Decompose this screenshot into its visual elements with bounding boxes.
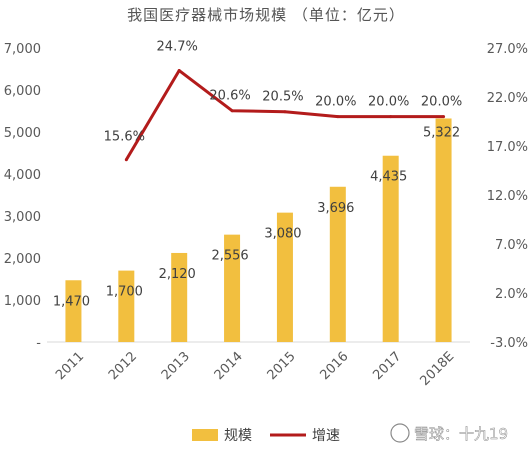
legend: 规模 增速 bbox=[192, 428, 340, 444]
line-point bbox=[389, 115, 393, 119]
right-axis-tick-label: 7.0% bbox=[495, 238, 528, 253]
watermark: 雪球：十九19 bbox=[390, 423, 508, 443]
line-point bbox=[283, 110, 287, 114]
left-axis-tick-label: 7,000 bbox=[4, 42, 41, 57]
x-axis-tick-label: 2012 bbox=[106, 349, 140, 383]
left-axis-tick-label: 6,000 bbox=[4, 84, 41, 99]
left-axis-tick-label: - bbox=[36, 336, 41, 351]
growth-line bbox=[125, 69, 444, 161]
left-axis-tick-label: 3,000 bbox=[4, 210, 41, 225]
bar-data-label: 5,322 bbox=[423, 125, 460, 140]
line-data-label: 20.0% bbox=[421, 95, 462, 110]
bar bbox=[65, 280, 82, 342]
line-point bbox=[177, 69, 181, 73]
right-axis-tick-label: 27.0% bbox=[487, 42, 528, 57]
right-axis-tick-label: 12.0% bbox=[487, 189, 528, 204]
chart-title: 我国医疗器械市场规模 （单位：亿元） bbox=[127, 6, 405, 24]
line-data-label: 24.7% bbox=[157, 40, 198, 55]
watermark-text: 雪球：十九19 bbox=[414, 425, 508, 443]
x-axis-tick-label: 2014 bbox=[212, 349, 246, 383]
line-point bbox=[442, 115, 446, 119]
bar-series bbox=[65, 118, 452, 342]
line-point bbox=[336, 115, 340, 119]
bar bbox=[118, 270, 135, 342]
data-labels: 1,470 1,700 2,120 2,556 3,080 3,696 4,435 5,322… bbox=[53, 40, 462, 310]
x-axis-tick-label: 2018E bbox=[417, 349, 457, 389]
legend-label-bar: 规模 bbox=[224, 428, 252, 444]
bar bbox=[329, 186, 346, 342]
left-axis-tick-label: 1,000 bbox=[4, 294, 41, 309]
left-axis-tick-label: 2,000 bbox=[4, 252, 41, 267]
legend-label-line: 增速 bbox=[312, 428, 340, 444]
left-axis-tick-label: 5,000 bbox=[4, 126, 41, 141]
right-axis-tick-label: 17.0% bbox=[487, 140, 528, 155]
line-data-label: 20.5% bbox=[262, 90, 303, 105]
snowball-logo-icon bbox=[390, 423, 410, 443]
x-axis-tick-label: 2016 bbox=[318, 349, 352, 383]
bar-data-label: 3,080 bbox=[264, 227, 301, 242]
legend-swatch-bar bbox=[192, 429, 218, 441]
bar-data-label: 2,120 bbox=[159, 267, 196, 282]
bar-data-label: 2,556 bbox=[211, 249, 248, 264]
line-series bbox=[124, 69, 446, 162]
x-axis-tick-label: 2013 bbox=[159, 349, 193, 383]
x-axis-tick-label: 2017 bbox=[370, 349, 404, 383]
left-axis-tick-label: 4,000 bbox=[4, 168, 41, 183]
line-point bbox=[124, 158, 128, 162]
bar bbox=[435, 118, 452, 342]
bar-data-label: 1,700 bbox=[106, 285, 143, 300]
bar-data-label: 1,470 bbox=[53, 294, 90, 309]
right-axis-tick-label: 2.0% bbox=[495, 287, 528, 302]
bar bbox=[224, 234, 241, 342]
bar-data-label: 4,435 bbox=[370, 170, 407, 185]
right-axis-tick-label: -3.0% bbox=[490, 336, 528, 351]
bar bbox=[171, 252, 188, 342]
bar bbox=[382, 155, 399, 342]
line-data-label: 20.0% bbox=[368, 95, 409, 110]
line-data-label: 20.6% bbox=[209, 89, 250, 104]
line-data-label: 20.0% bbox=[315, 95, 356, 110]
line-point bbox=[230, 109, 234, 113]
right-axis-tick-label: 22.0% bbox=[487, 91, 528, 106]
x-axis-tick-label: 2011 bbox=[53, 349, 87, 383]
line-data-label: 15.6% bbox=[104, 130, 145, 145]
bar bbox=[276, 212, 293, 342]
x-axis-tick-label: 2015 bbox=[265, 349, 299, 383]
bar-data-label: 3,696 bbox=[317, 201, 354, 216]
